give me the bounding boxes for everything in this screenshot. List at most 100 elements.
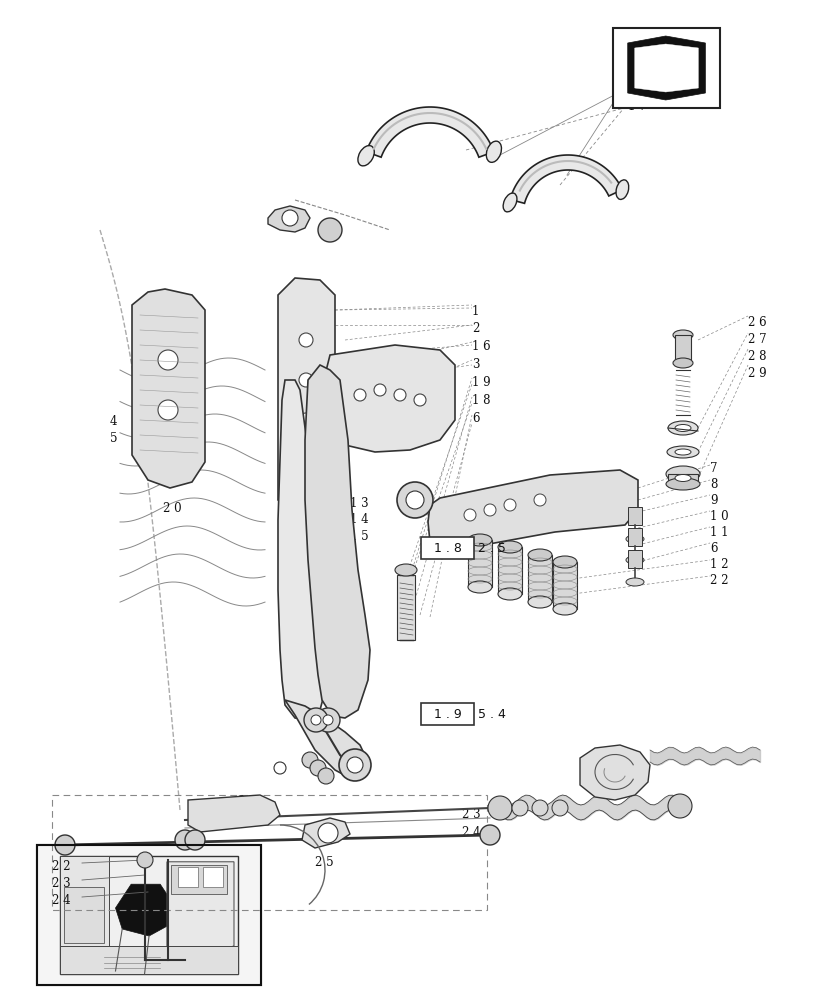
Text: 2 4: 2 4: [52, 894, 70, 907]
Bar: [420, 537, 474, 559]
Bar: [39, 847, 259, 983]
Polygon shape: [325, 345, 455, 452]
Ellipse shape: [485, 141, 501, 162]
Circle shape: [394, 389, 405, 401]
Text: 1 4: 1 4: [350, 513, 368, 526]
Circle shape: [487, 796, 511, 820]
Circle shape: [374, 384, 385, 396]
Ellipse shape: [667, 421, 697, 435]
Circle shape: [311, 715, 321, 725]
Circle shape: [274, 762, 285, 774]
Polygon shape: [278, 380, 330, 720]
Ellipse shape: [615, 180, 628, 199]
Polygon shape: [497, 547, 521, 594]
Text: 7: 7: [709, 462, 717, 475]
Circle shape: [484, 504, 495, 516]
Text: 2 1: 2 1: [237, 795, 256, 808]
Polygon shape: [60, 856, 238, 974]
Circle shape: [347, 757, 362, 773]
Circle shape: [309, 760, 326, 776]
Polygon shape: [278, 278, 335, 520]
Circle shape: [282, 210, 298, 226]
Text: 6: 6: [471, 412, 479, 425]
Circle shape: [318, 768, 333, 784]
Ellipse shape: [672, 358, 692, 368]
Text: 1 7: 1 7: [627, 100, 646, 113]
Polygon shape: [302, 818, 350, 848]
Ellipse shape: [394, 564, 417, 576]
Text: 1: 1: [471, 305, 479, 318]
Text: 2 9: 2 9: [747, 367, 766, 380]
Circle shape: [667, 794, 691, 818]
Polygon shape: [131, 289, 205, 488]
Bar: [37, 845, 261, 985]
Polygon shape: [188, 795, 280, 832]
Polygon shape: [634, 44, 697, 92]
Circle shape: [299, 453, 313, 467]
Ellipse shape: [665, 478, 699, 490]
Bar: [627, 507, 641, 525]
Circle shape: [302, 752, 318, 768]
Circle shape: [299, 333, 313, 347]
Text: 1 . 8: 1 . 8: [433, 542, 461, 554]
Text: 2 2: 2 2: [52, 860, 70, 873]
Polygon shape: [428, 470, 638, 552]
Text: 2 7: 2 7: [747, 333, 766, 346]
Ellipse shape: [665, 466, 699, 482]
Text: 1 1: 1 1: [709, 526, 728, 539]
Ellipse shape: [552, 603, 576, 615]
Text: 2 6: 2 6: [747, 316, 766, 329]
Circle shape: [184, 830, 205, 850]
Ellipse shape: [625, 556, 643, 564]
Ellipse shape: [528, 549, 552, 561]
Bar: [612, 28, 719, 108]
Polygon shape: [467, 540, 491, 587]
Polygon shape: [60, 946, 238, 974]
Text: 1 . 9: 1 . 9: [433, 708, 461, 720]
Circle shape: [299, 373, 313, 387]
Bar: [667, 474, 697, 484]
Polygon shape: [509, 155, 622, 203]
Circle shape: [405, 491, 423, 509]
Ellipse shape: [503, 193, 516, 212]
Polygon shape: [284, 700, 367, 778]
Circle shape: [316, 708, 340, 732]
Circle shape: [318, 823, 337, 843]
Circle shape: [299, 413, 313, 427]
Ellipse shape: [667, 446, 698, 458]
Circle shape: [504, 499, 515, 511]
Ellipse shape: [528, 596, 552, 608]
Text: 5 . 4: 5 . 4: [478, 708, 505, 720]
Circle shape: [55, 835, 75, 855]
Ellipse shape: [467, 581, 491, 593]
Text: 1 6: 1 6: [471, 340, 490, 353]
Text: 1 5: 1 5: [350, 530, 368, 543]
Bar: [37, 845, 261, 985]
Circle shape: [480, 825, 500, 845]
Text: 2 5: 2 5: [314, 856, 333, 869]
Bar: [420, 703, 474, 725]
Text: 8: 8: [709, 478, 716, 491]
Circle shape: [158, 400, 178, 420]
Text: 1 0: 1 0: [709, 510, 728, 523]
Circle shape: [532, 800, 547, 816]
Circle shape: [463, 509, 476, 521]
Text: 6: 6: [709, 542, 717, 555]
Bar: [627, 550, 641, 568]
Ellipse shape: [625, 535, 643, 543]
Circle shape: [354, 389, 366, 401]
Circle shape: [318, 218, 342, 242]
Polygon shape: [304, 365, 370, 718]
Circle shape: [304, 708, 327, 732]
Text: 2 3: 2 3: [52, 877, 70, 890]
Circle shape: [338, 749, 370, 781]
Polygon shape: [167, 862, 234, 960]
Ellipse shape: [552, 556, 576, 568]
Polygon shape: [552, 562, 576, 609]
Circle shape: [511, 800, 528, 816]
Text: 1 9: 1 9: [471, 376, 490, 389]
Polygon shape: [203, 867, 222, 887]
Text: 2 8: 2 8: [747, 350, 766, 363]
Text: 2 4: 2 4: [461, 826, 480, 839]
Polygon shape: [171, 865, 227, 894]
